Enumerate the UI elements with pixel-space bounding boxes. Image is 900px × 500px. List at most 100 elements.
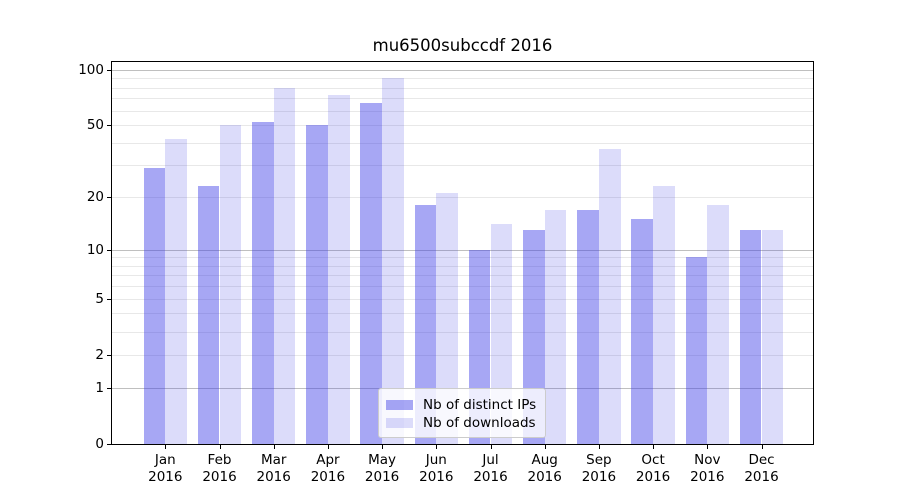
gridline-minor-4	[112, 313, 813, 315]
gridline-minor-60	[112, 110, 813, 112]
x-tick-label-year: 2016	[473, 469, 508, 485]
x-tick-label-month: Oct	[641, 452, 665, 468]
x-tick-label-sep: Sep 2016	[559, 452, 639, 486]
bar-downloads-jun	[436, 193, 459, 444]
x-tick-label-month: May	[368, 452, 397, 468]
y-tick-mark-1	[107, 387, 112, 389]
gridline-minor-20	[112, 197, 813, 199]
y-tick-label-0: 0	[95, 436, 104, 452]
x-tick-label-jul: Jul 2016	[451, 452, 531, 486]
y-tick-label-20: 20	[86, 189, 104, 206]
x-tick-label-year: 2016	[527, 469, 562, 485]
gridline-minor-9	[112, 257, 813, 259]
x-tick-label-may: May 2016	[342, 452, 422, 486]
gridline-minor-7	[112, 275, 813, 277]
bar-distinct-ips-feb	[197, 186, 220, 444]
y-tick-mark-100	[107, 69, 112, 71]
bar-distinct-ips-apr	[306, 125, 328, 444]
bar-downloads-feb	[219, 125, 242, 444]
legend-swatch-downloads	[386, 418, 413, 428]
x-tick-label-month: Jul	[482, 452, 499, 468]
bar-downloads-sep	[598, 148, 621, 444]
y-tick-label-50: 50	[86, 117, 104, 134]
y-tick-label-1: 1	[95, 379, 104, 396]
gridline-minor-50	[112, 125, 813, 127]
y-tick-mark-2	[107, 354, 112, 356]
x-tick-label-year: 2016	[690, 469, 725, 485]
y-tick-mark-10	[107, 249, 112, 251]
x-tick-label-aug: Aug 2016	[505, 452, 585, 486]
bar-distinct-ips-may	[360, 102, 383, 444]
x-tick-label-month: Dec	[748, 452, 775, 468]
y-tick-mark-5	[107, 298, 112, 300]
gridline-minor-5	[112, 298, 813, 300]
x-tick-mark-aug	[544, 445, 546, 449]
x-tick-label-feb: Feb 2016	[180, 452, 260, 486]
bar-downloads-jan	[165, 138, 188, 444]
x-tick-mark-apr	[327, 445, 329, 449]
x-tick-label-year: 2016	[364, 469, 400, 485]
y-tick-label-100: 100	[78, 61, 104, 78]
x-tick-mark-sep	[598, 445, 600, 449]
x-tick-label-month: Jun	[425, 452, 447, 468]
x-tick-label-month: Aug	[531, 452, 558, 468]
x-tick-mark-jan	[165, 445, 167, 449]
y-tick-label-5: 5	[95, 290, 104, 307]
x-tick-label-year: 2016	[744, 469, 779, 485]
x-tick-label-apr: Apr 2016	[288, 452, 368, 486]
gridline-minor-70	[112, 98, 813, 100]
x-tick-label-jun: Jun 2016	[396, 452, 476, 486]
gridline-minor-6	[112, 286, 813, 288]
bar-distinct-ips-sep	[577, 209, 599, 444]
x-tick-mark-jun	[436, 445, 438, 449]
bar-distinct-ips-nov	[685, 257, 708, 444]
gridline-minor-90	[112, 78, 813, 80]
y-tick-mark-0	[107, 444, 112, 445]
legend-item-distinct-ips: Nb of distinct IPs	[386, 396, 545, 414]
x-tick-mark-mar	[273, 445, 275, 449]
x-tick-label-month: Mar	[260, 452, 287, 468]
gridline-minor-30	[112, 165, 813, 167]
bar-downloads-dec	[761, 229, 784, 444]
x-tick-label-year: 2016	[419, 469, 454, 485]
bar-downloads-may	[382, 78, 404, 444]
bar-distinct-ips-mar	[251, 121, 274, 444]
x-tick-label-year: 2016	[148, 469, 183, 485]
x-tick-mark-oct	[653, 445, 655, 449]
legend-label-distinct-ips: Nb of distinct IPs	[423, 396, 537, 413]
x-tick-label-oct: Oct 2016	[613, 452, 693, 486]
x-tick-label-month: Jan	[154, 452, 176, 468]
legend-item-downloads: Nb of downloads	[386, 414, 545, 432]
bar-distinct-ips-dec	[739, 229, 762, 444]
x-tick-label-mar: Mar 2016	[234, 452, 314, 486]
x-tick-label-month: Apr	[316, 452, 340, 468]
y-tick-label-10: 10	[86, 241, 104, 258]
gridline-minor-8	[112, 265, 813, 267]
gridline-minor-3	[112, 331, 813, 333]
x-tick-mark-feb	[219, 445, 221, 449]
x-tick-mark-jul	[490, 445, 492, 449]
legend-label-downloads: Nb of downloads	[423, 414, 536, 431]
bar-distinct-ips-jun	[414, 205, 437, 444]
x-tick-label-month: Sep	[586, 452, 612, 468]
bar-downloads-mar	[273, 87, 296, 444]
y-tick-mark-50	[107, 125, 112, 127]
x-tick-label-year: 2016	[256, 469, 291, 485]
x-tick-label-year: 2016	[202, 469, 237, 485]
x-tick-mark-may	[382, 445, 384, 449]
legend: Nb of distinct IPs Nb of downloads	[378, 388, 546, 438]
chart-title: mu6500subccdf 2016	[372, 36, 553, 55]
bar-distinct-ips-jan	[143, 168, 166, 444]
legend-swatch-distinct-ips	[386, 400, 413, 410]
x-tick-label-month: Feb	[207, 452, 232, 468]
gridline-major-10	[112, 249, 813, 251]
gridline-minor-80	[112, 87, 813, 89]
x-tick-label-dec: Dec 2016	[722, 452, 802, 486]
x-tick-label-jan: Jan 2016	[125, 452, 205, 486]
x-tick-label-year: 2016	[310, 469, 346, 485]
y-tick-mark-20	[107, 197, 112, 199]
gridline-minor-40	[112, 142, 813, 144]
x-tick-label-year: 2016	[635, 469, 671, 485]
bar-downloads-nov	[707, 205, 730, 444]
